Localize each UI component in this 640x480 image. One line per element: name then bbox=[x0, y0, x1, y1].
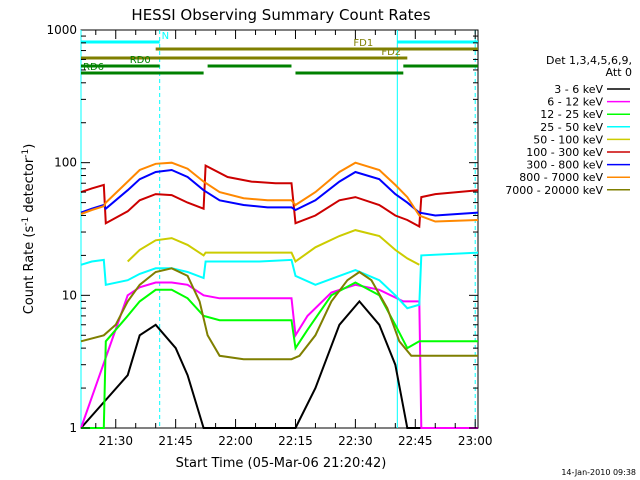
legend-header-2: Att 0 bbox=[606, 66, 632, 79]
x-tick-label-21-30: 21:30 bbox=[98, 434, 133, 448]
flag-label-fd2: FD2 bbox=[381, 47, 401, 58]
legend-label-25-50-kev: 25 - 50 keV bbox=[540, 121, 603, 134]
series-line-300-800-kev bbox=[80, 168, 479, 217]
y-axis-ticks: 1 10 100 1000 bbox=[46, 23, 478, 435]
plot-area bbox=[80, 29, 479, 429]
x-tick-label-21-45: 21:45 bbox=[158, 434, 193, 448]
y-tick-label-100: 100 bbox=[54, 156, 77, 170]
series-layer bbox=[80, 161, 479, 429]
legend-label-6-12-kev: 6 - 12 keV bbox=[547, 96, 603, 109]
x-axis-ticks: 21:30 21:45 22:00 22:15 22:30 22:45 23:00 bbox=[95, 30, 493, 448]
y-tick-label-1: 1 bbox=[69, 421, 77, 435]
legend-label-300-800-kev: 300 - 800 keV bbox=[526, 159, 603, 172]
x-tick-label-22-00: 22:00 bbox=[218, 434, 253, 448]
legend-label-3-6-kev: 3 - 6 keV bbox=[554, 83, 603, 96]
flag-label-fd1: FD1 bbox=[353, 38, 373, 49]
series-line-7000-20000-kev bbox=[80, 267, 478, 361]
vertical-markers bbox=[80, 30, 476, 428]
flag-bars: N FD1 FD2 RD0 RD6 bbox=[81, 31, 478, 75]
y-tick-label-1000: 1000 bbox=[46, 23, 77, 37]
footer-date: 14-Jan-2010 09:38 bbox=[561, 468, 636, 477]
x-tick-label-23-00: 23:00 bbox=[458, 434, 493, 448]
series-line-100-300-kev bbox=[80, 163, 479, 229]
x-tick-label-22-30: 22:30 bbox=[338, 434, 373, 448]
y-axis-label-part-2: detector bbox=[22, 157, 37, 217]
y-axis-label-part-3: ) bbox=[22, 144, 37, 149]
y-tick-label-10: 10 bbox=[62, 288, 77, 302]
y-axis-label-exp-1: -1 bbox=[21, 217, 31, 226]
y-axis-label-part-1: Count Rate (s bbox=[22, 226, 37, 315]
series-line-50-100-kev bbox=[127, 229, 420, 266]
chart-title: HESSI Observing Summary Count Rates bbox=[131, 6, 430, 24]
legend-label-12-25-kev: 12 - 25 keV bbox=[540, 108, 603, 121]
x-axis-label: Start Time (05-Mar-06 21:20:42) bbox=[176, 456, 387, 471]
legend-label-100-300-kev: 100 - 300 keV bbox=[526, 146, 603, 159]
x-tick-label-22-15: 22:15 bbox=[278, 434, 313, 448]
y-axis-label-exp-2: -1 bbox=[21, 149, 31, 158]
flag-label-rd0: RD0 bbox=[130, 55, 151, 66]
legend-header-1: Det 1,3,4,5,6,9, bbox=[546, 54, 632, 67]
x-tick-label-22-45: 22:45 bbox=[398, 434, 433, 448]
legend-label-7000-20000-kev: 7000 - 20000 keV bbox=[505, 184, 603, 197]
flag-label-n: N bbox=[162, 31, 169, 42]
series-line-800-7000-kev bbox=[80, 161, 479, 223]
flag-label-rd6: RD6 bbox=[83, 62, 104, 73]
y-axis-label: Count Rate (s-1 detector-1) bbox=[21, 144, 37, 315]
legend-label-50-100-kev: 50 - 100 keV bbox=[533, 133, 603, 146]
series-line-25-50-kev bbox=[80, 251, 479, 310]
legend-label-800-7000-kev: 800 - 7000 keV bbox=[519, 171, 603, 184]
